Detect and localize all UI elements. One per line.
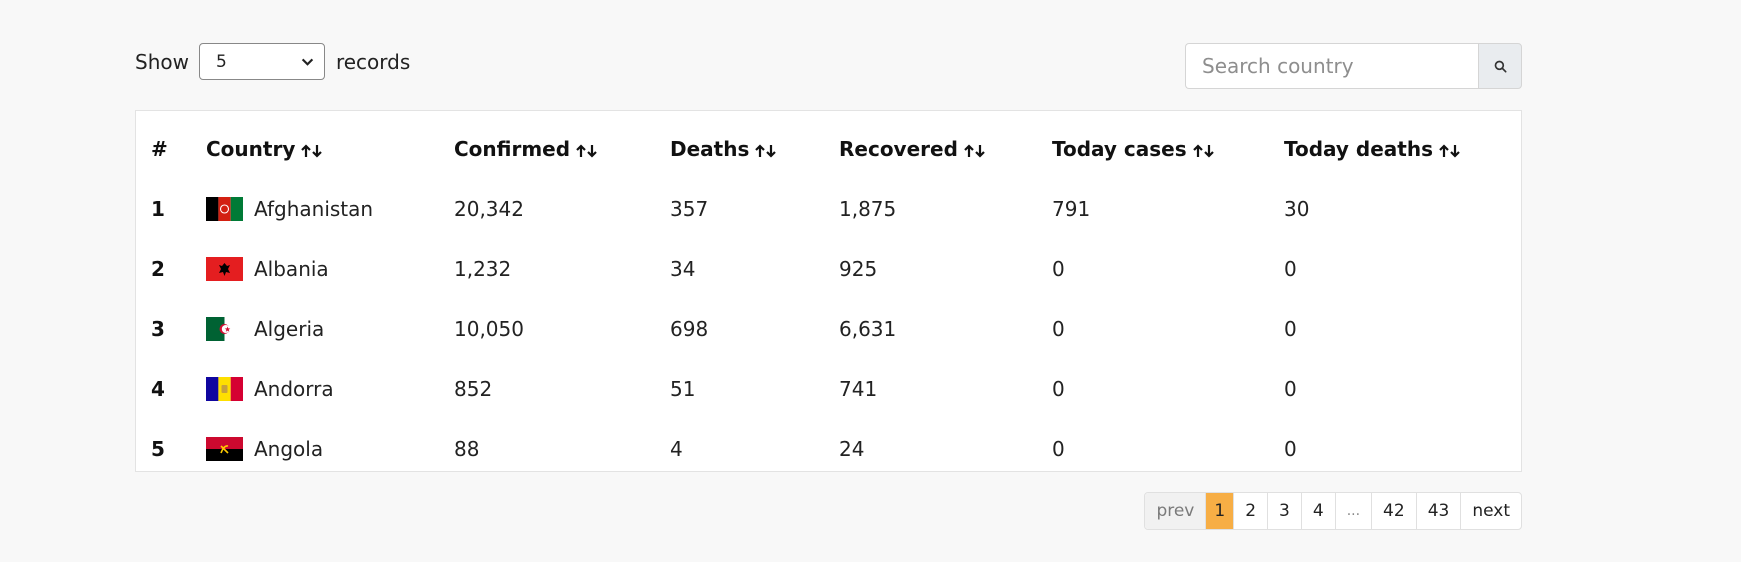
- page-button-1[interactable]: 1: [1205, 493, 1234, 529]
- row-index: 1: [151, 197, 165, 221]
- country-cell: Andorra: [206, 359, 454, 419]
- table-row: 2 Albania 1,232 34 925 0 0: [136, 239, 1521, 299]
- pagination: prev 1 2 3 4 ... 42 43 next: [1144, 492, 1522, 530]
- deaths-cell: 357: [670, 197, 709, 221]
- show-label: Show: [135, 49, 189, 74]
- table-row: 4 Andorra 852 51 741 0 0: [136, 359, 1521, 419]
- country-name[interactable]: Albania: [254, 257, 329, 281]
- header-recovered[interactable]: Recovered: [839, 119, 1052, 179]
- today-cases-cell: 0: [1052, 437, 1065, 461]
- country-cell: Albania: [206, 239, 454, 299]
- today-deaths-cell: 0: [1284, 257, 1297, 281]
- country-name[interactable]: Afghanistan: [254, 197, 374, 221]
- today-deaths-cell: 0: [1284, 377, 1297, 401]
- sort-arrows-icon[interactable]: [299, 143, 325, 159]
- covid-table-widget: Show 5 records # Country Confirmed Death…: [135, 0, 1522, 530]
- header-country[interactable]: Country: [206, 119, 454, 179]
- sort-arrows-icon[interactable]: [1437, 143, 1463, 159]
- chevron-down-icon: [301, 58, 314, 66]
- andorra-flag: [206, 377, 243, 401]
- angola-flag: [206, 437, 243, 461]
- page-size-select[interactable]: 5: [198, 43, 325, 80]
- header-deaths[interactable]: Deaths: [670, 119, 839, 179]
- today-deaths-cell: 30: [1284, 197, 1310, 221]
- deaths-cell: 4: [670, 437, 683, 461]
- header-today-cases[interactable]: Today cases: [1052, 119, 1284, 179]
- header-confirmed[interactable]: Confirmed: [454, 119, 670, 179]
- albania-flag: [206, 257, 243, 281]
- cases-table-container: # Country Confirmed Deaths Recovered Tod…: [135, 110, 1522, 472]
- prev-page-button[interactable]: prev: [1145, 493, 1206, 529]
- header-index: #: [151, 137, 168, 161]
- search-group: [1185, 43, 1522, 89]
- page-button-3[interactable]: 3: [1267, 493, 1301, 529]
- sort-arrows-icon[interactable]: [962, 143, 988, 159]
- today-cases-cell: 791: [1052, 197, 1091, 221]
- records-label: records: [335, 49, 411, 74]
- search-button[interactable]: [1478, 43, 1522, 89]
- row-index: 4: [151, 377, 165, 401]
- confirmed-cell: 88: [454, 437, 480, 461]
- table-row: 3 Algeria 10,050 698 6,631 0 0: [136, 299, 1521, 359]
- today-deaths-cell: 0: [1284, 317, 1297, 341]
- header-today-deaths[interactable]: Today deaths: [1284, 119, 1521, 179]
- page-ellipsis: ...: [1334, 493, 1371, 529]
- table-controls: Show 5 records: [135, 0, 1522, 110]
- recovered-cell: 1,875: [839, 197, 897, 221]
- confirmed-cell: 10,050: [454, 317, 524, 341]
- today-cases-cell: 0: [1052, 317, 1065, 341]
- recovered-cell: 24: [839, 437, 865, 461]
- cases-table: # Country Confirmed Deaths Recovered Tod…: [136, 119, 1521, 479]
- page-button-43[interactable]: 43: [1415, 493, 1461, 529]
- today-deaths-cell: 0: [1284, 437, 1297, 461]
- algeria-flag: [206, 317, 243, 341]
- search-icon: [1494, 60, 1507, 73]
- row-index: 3: [151, 317, 165, 341]
- country-cell: Angola: [206, 419, 454, 479]
- table-header-row: # Country Confirmed Deaths Recovered Tod…: [136, 119, 1521, 179]
- sort-arrows-icon[interactable]: [574, 143, 600, 159]
- page-button-4[interactable]: 4: [1300, 493, 1335, 529]
- confirmed-cell: 1,232: [454, 257, 512, 281]
- sort-arrows-icon[interactable]: [753, 143, 779, 159]
- afghanistan-flag: [206, 197, 243, 221]
- deaths-cell: 51: [670, 377, 696, 401]
- page-size-control: Show 5 records: [135, 43, 410, 80]
- sort-arrows-icon[interactable]: [1191, 143, 1217, 159]
- country-cell: Afghanistan: [206, 179, 454, 239]
- country-name[interactable]: Andorra: [254, 377, 334, 401]
- confirmed-cell: 852: [454, 377, 493, 401]
- country-name[interactable]: Angola: [254, 437, 324, 461]
- row-index: 2: [151, 257, 165, 281]
- today-cases-cell: 0: [1052, 257, 1065, 281]
- search-input[interactable]: [1185, 43, 1478, 89]
- page-button-42[interactable]: 42: [1371, 493, 1416, 529]
- next-page-button[interactable]: next: [1460, 493, 1521, 529]
- page-size-value: 5: [215, 51, 227, 72]
- confirmed-cell: 20,342: [454, 197, 524, 221]
- recovered-cell: 741: [839, 377, 878, 401]
- country-cell: Algeria: [206, 299, 454, 359]
- row-index: 5: [151, 437, 165, 461]
- deaths-cell: 698: [670, 317, 709, 341]
- recovered-cell: 6,631: [839, 317, 897, 341]
- deaths-cell: 34: [670, 257, 696, 281]
- today-cases-cell: 0: [1052, 377, 1065, 401]
- page-button-2[interactable]: 2: [1233, 493, 1267, 529]
- country-name[interactable]: Algeria: [254, 317, 325, 341]
- table-row: 1 Afghanistan 20,342 357 1,875 791 30: [136, 179, 1521, 239]
- recovered-cell: 925: [839, 257, 878, 281]
- table-row: 5 Angola 88 4 24 0 0: [136, 419, 1521, 479]
